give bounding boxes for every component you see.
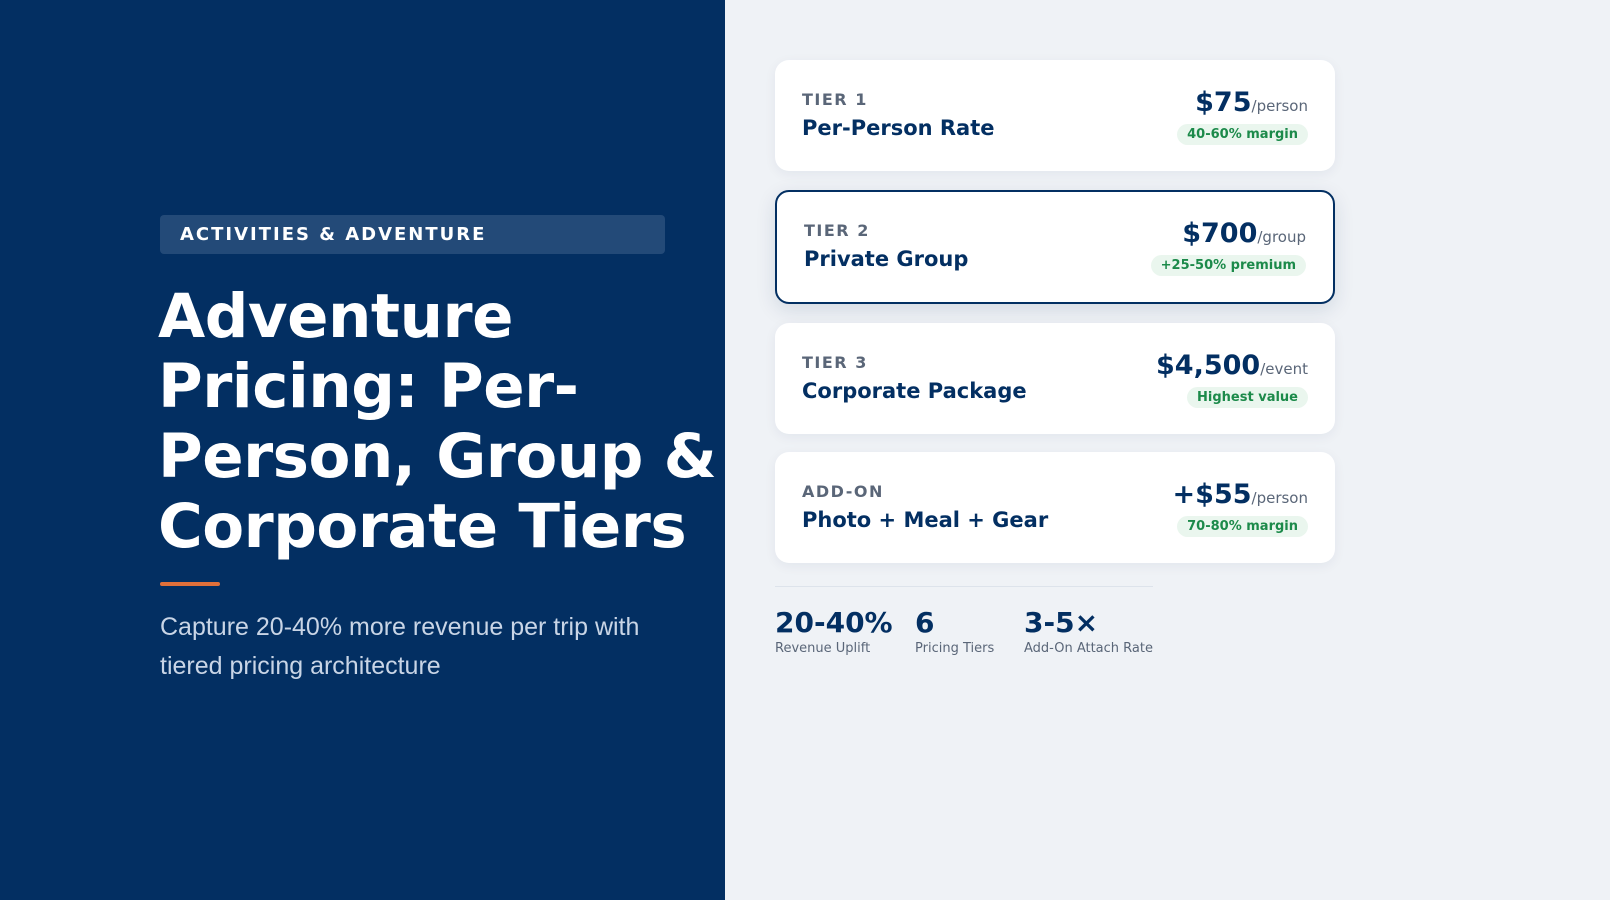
stat-label: Add-On Attach Rate: [1024, 641, 1153, 656]
tier-price: +$55: [1172, 479, 1252, 510]
tier-badge: Highest value: [1187, 387, 1308, 408]
tier-card-2: TIER 2 Private Group $700/group +25-50% …: [775, 190, 1335, 304]
tier-name: Private Group: [804, 247, 969, 271]
stat-value: 6: [915, 606, 935, 639]
tier-name: Per-Person Rate: [802, 116, 995, 140]
stat-value: 3-5×: [1024, 606, 1099, 639]
tier-price: $75: [1195, 87, 1252, 118]
tier-price: $4,500: [1156, 350, 1261, 381]
stat-value: 20-40%: [775, 606, 893, 639]
tier-badge: 40-60% margin: [1177, 124, 1308, 145]
accent-divider: [160, 582, 220, 586]
category-tag: ACTIVITIES & ADVENTURE: [160, 215, 665, 254]
stat-label: Revenue Uplift: [775, 641, 871, 656]
stat-pricing-tiers: 6 Pricing Tiers: [915, 606, 994, 656]
tier-badge: 70-80% margin: [1177, 516, 1308, 537]
stat-revenue-uplift: 20-40% Revenue Uplift: [775, 606, 893, 656]
tier-unit: /group: [1257, 228, 1306, 246]
hero-panel: ACTIVITIES & ADVENTURE Adventure Pricing…: [0, 0, 725, 900]
tier-card-1: TIER 1 Per-Person Rate $75/person 40-60%…: [775, 60, 1335, 171]
stats-divider: [775, 586, 1153, 587]
tier-name: Photo + Meal + Gear: [802, 508, 1049, 532]
tier-card-3: TIER 3 Corporate Package $4,500/event Hi…: [775, 323, 1335, 434]
price-line: $700/group: [1182, 218, 1306, 249]
tier-unit: /person: [1251, 97, 1308, 115]
page-subtitle: Capture 20-40% more revenue per trip wit…: [160, 613, 640, 680]
stat-label: Pricing Tiers: [915, 641, 995, 656]
page-title: Adventure Pricing: Per-Person, Group & C…: [158, 281, 717, 562]
tier-unit: /person: [1251, 489, 1308, 507]
tier-name: Corporate Package: [802, 379, 1027, 403]
price-line: +$55/person: [1173, 479, 1308, 510]
tier-unit: /event: [1260, 360, 1308, 378]
tier-badge: +25-50% premium: [1150, 255, 1306, 276]
addon-card: ADD-ON Photo + Meal + Gear +$55/person 7…: [775, 452, 1335, 563]
tier-label: TIER 1: [802, 90, 868, 109]
tier-label: TIER 3: [802, 353, 868, 372]
stat-attach-rate: 3-5× Add-On Attach Rate: [1024, 606, 1153, 656]
price-line: $75/person: [1195, 87, 1308, 118]
price-line: $4,500/event: [1156, 350, 1308, 381]
tier-price: $700: [1182, 218, 1258, 249]
tier-label: ADD-ON: [802, 482, 884, 501]
tier-label: TIER 2: [804, 221, 870, 240]
